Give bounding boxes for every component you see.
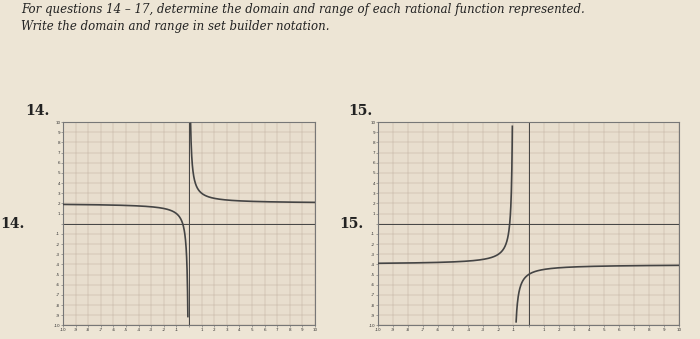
Text: For questions 14 – 17, determine the domain and range of each rational function : For questions 14 – 17, determine the dom… [21, 3, 584, 33]
Text: 15.: 15. [348, 104, 372, 118]
Text: 14.: 14. [0, 217, 25, 231]
Text: 15.: 15. [340, 217, 364, 231]
Text: 14.: 14. [25, 104, 50, 118]
